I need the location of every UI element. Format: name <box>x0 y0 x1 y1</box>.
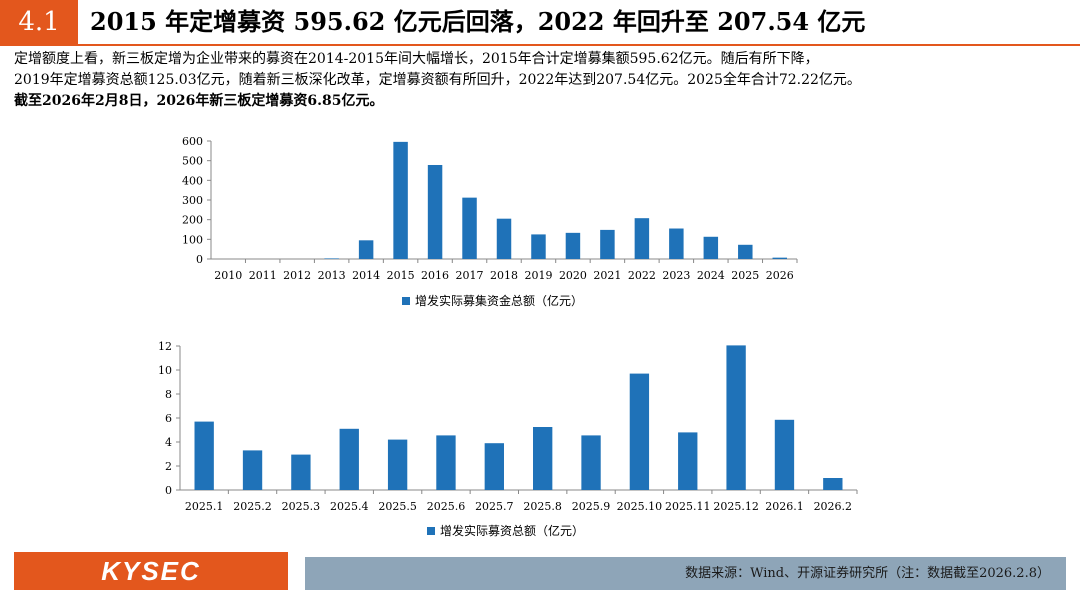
annual-x-tick-label: 2024 <box>697 269 725 282</box>
monthly-x-tick-label: 2025.2 <box>233 500 272 513</box>
monthly-y-tick-label: 6 <box>165 412 172 425</box>
annual-bar <box>427 164 443 259</box>
monthly-x-tick-label: 2025.6 <box>427 500 466 513</box>
monthly-x-tick-label: 2025.9 <box>572 500 611 513</box>
description: 定增额度上看，新三板定增为企业带来的募资在2014-2015年间大幅增长，201… <box>14 49 1074 112</box>
monthly-bar <box>436 435 456 490</box>
monthly-x-tick-label: 2025.11 <box>665 500 711 513</box>
annual-bar <box>703 236 719 259</box>
monthly-x-tick-label: 2025.4 <box>330 500 369 513</box>
monthly-bar <box>726 345 746 490</box>
monthly-x-tick-label: 2025.12 <box>713 500 759 513</box>
annual-y-tick-label: 500 <box>182 155 203 168</box>
monthly-legend-label: 增发实际募资总额（亿元） <box>440 523 584 538</box>
monthly-bar <box>774 419 795 490</box>
monthly-bar <box>823 478 843 490</box>
monthly-bar <box>581 435 601 490</box>
monthly-x-tick-label: 2025.7 <box>475 500 514 513</box>
description-line-1: 定增额度上看，新三板定增为企业带来的募资在2014-2015年间大幅增长，201… <box>14 51 819 67</box>
monthly-legend-swatch <box>427 527 435 535</box>
monthly-bar <box>484 443 504 490</box>
monthly-bar <box>629 373 650 490</box>
annual-bar <box>600 229 615 259</box>
monthly-x-tick-label: 2025.5 <box>378 500 417 513</box>
annual-x-tick-label: 2023 <box>662 269 690 282</box>
source-note: 数据来源：Wind、开源证券研究所（注：数据截至2026.2.8） <box>685 566 1050 581</box>
section-number: 4.1 <box>0 0 78 44</box>
annual-x-tick-label: 2025 <box>731 269 759 282</box>
annual-x-tick-label: 2018 <box>490 269 518 282</box>
monthly-y-tick-label: 8 <box>165 388 172 401</box>
monthly-x-tick-label: 2025.10 <box>617 500 663 513</box>
annual-y-tick-label: 600 <box>182 135 203 148</box>
annual-x-tick-label: 2016 <box>421 269 449 282</box>
kysec-logo: KYSEC <box>14 552 288 590</box>
annual-y-tick-label: 0 <box>196 253 203 266</box>
annual-x-tick-label: 2014 <box>352 269 380 282</box>
monthly-y-tick-label: 12 <box>158 340 172 353</box>
annual-bar <box>393 141 408 259</box>
annual-x-tick-label: 2010 <box>214 269 242 282</box>
annual-bar <box>462 197 477 259</box>
monthly-bar <box>194 421 214 490</box>
header-divider <box>0 44 1080 46</box>
monthly-y-tick-label: 10 <box>158 364 172 377</box>
annual-legend-swatch <box>402 297 410 305</box>
annual-bar <box>358 240 374 259</box>
monthly-x-tick-label: 2026.1 <box>765 500 804 513</box>
logo-text: KYSEC <box>101 556 201 586</box>
monthly-y-tick-label: 4 <box>165 436 172 449</box>
annual-bar <box>669 228 684 259</box>
page-title: 2015 年定增募资 595.62 亿元后回落，2022 年回升至 207.54… <box>90 7 866 36</box>
annual-x-tick-label: 2013 <box>318 269 346 282</box>
monthly-bar <box>678 432 698 490</box>
annual-legend-label: 增发实际募集资金总额（亿元） <box>415 293 583 308</box>
annual-y-tick-label: 300 <box>182 194 203 207</box>
annual-x-tick-label: 2022 <box>628 269 656 282</box>
annual-y-tick-label: 400 <box>182 174 203 187</box>
monthly-x-tick-label: 2025.1 <box>185 500 224 513</box>
monthly-x-tick-label: 2025.8 <box>523 500 562 513</box>
monthly-y-tick-label: 2 <box>165 460 172 473</box>
annual-x-tick-label: 2011 <box>249 269 277 282</box>
monthly-bar <box>291 454 311 490</box>
monthly-y-tick-label: 0 <box>165 484 172 497</box>
annual-x-tick-label: 2019 <box>524 269 552 282</box>
annual-x-tick-label: 2026 <box>766 269 794 282</box>
description-line-3: 截至2026年2月8日，2026年新三板定增募资6.85亿元。 <box>14 93 384 109</box>
monthly-bar <box>242 450 263 490</box>
annual-bar <box>324 258 339 259</box>
annual-bar <box>772 257 788 259</box>
description-line-2: 2019年定增募资总额125.03亿元，随着新三板深化改革，定增募资额有所回升，… <box>14 72 861 88</box>
annual-bar <box>496 218 512 259</box>
annual-x-tick-label: 2015 <box>387 269 415 282</box>
monthly-bar <box>533 427 553 490</box>
annual-x-tick-label: 2012 <box>283 269 311 282</box>
annual-x-tick-label: 2020 <box>559 269 587 282</box>
annual-bar <box>565 232 581 259</box>
annual-bar <box>634 218 650 259</box>
monthly-x-tick-label: 2026.2 <box>814 500 853 513</box>
annual-bar <box>531 234 546 259</box>
annual-x-tick-label: 2021 <box>593 269 621 282</box>
annual-y-tick-label: 200 <box>182 214 203 227</box>
monthly-bar <box>387 439 408 490</box>
monthly-x-tick-label: 2025.3 <box>282 500 321 513</box>
annual-bar <box>738 244 753 259</box>
annual-y-tick-label: 100 <box>182 233 203 246</box>
annual-x-tick-label: 2017 <box>456 269 484 282</box>
source-bar: 数据来源：Wind、开源证券研究所（注：数据截至2026.2.8） <box>305 557 1066 590</box>
monthly-bar <box>339 428 359 490</box>
